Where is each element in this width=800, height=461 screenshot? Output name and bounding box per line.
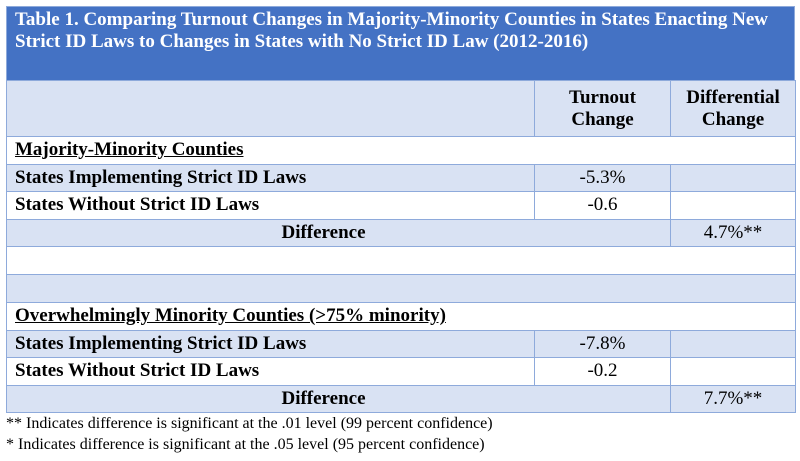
- table-row: States Implementing Strict ID Laws -7.8%: [6, 329, 796, 358]
- section-heading: Majority-Minority Counties: [15, 139, 244, 161]
- row-label: States Implementing Strict ID Laws: [6, 163, 535, 192]
- footnote: ** Indicates difference is significant a…: [6, 415, 493, 432]
- turnout-value: -0.6: [534, 191, 671, 220]
- difference-row: Difference 7.7%**: [6, 384, 796, 413]
- difference-label: Difference: [6, 384, 671, 413]
- table-row: States Implementing Strict ID Laws -5.3%: [6, 163, 796, 192]
- results-table: Table 1. Comparing Turnout Changes in Ma…: [6, 6, 796, 413]
- row-label: States Without Strict ID Laws: [6, 191, 535, 220]
- table-row: States Without Strict ID Laws -0.2: [6, 357, 796, 386]
- turnout-change-header: Turnout Change: [534, 80, 671, 137]
- turnout-value: -0.2: [534, 357, 671, 386]
- section-heading-row: Majority-Minority Counties: [6, 136, 796, 165]
- header-blank-cell: [6, 80, 535, 137]
- spacer-row: [6, 246, 796, 275]
- footnote: * Indicates difference is significant at…: [6, 436, 485, 453]
- difference-label: Difference: [6, 218, 671, 247]
- footnotes: ** Indicates difference is significant a…: [6, 413, 493, 455]
- row-label: States Implementing Strict ID Laws: [6, 329, 535, 358]
- table-title: Table 1. Comparing Turnout Changes in Ma…: [6, 6, 795, 80]
- spacer-row: [6, 274, 796, 303]
- difference-value: 4.7%**: [670, 218, 796, 247]
- differential-change-header: Differential Change: [670, 80, 796, 137]
- difference-row: Difference 4.7%**: [6, 218, 796, 247]
- section-heading-row: Overwhelmingly Minority Counties (>75% m…: [6, 302, 796, 331]
- turnout-value: -7.8%: [534, 329, 671, 358]
- table-row: States Without Strict ID Laws -0.6: [6, 191, 796, 220]
- header-row: Turnout Change Differential Change: [6, 80, 796, 137]
- section-heading: Overwhelmingly Minority Counties (>75% m…: [15, 305, 446, 327]
- differential-cell: [670, 163, 796, 192]
- differential-cell: [670, 191, 796, 220]
- difference-value: 7.7%**: [670, 384, 796, 413]
- turnout-value: -5.3%: [534, 163, 671, 192]
- differential-cell: [670, 329, 796, 358]
- differential-cell: [670, 357, 796, 386]
- row-label: States Without Strict ID Laws: [6, 357, 535, 386]
